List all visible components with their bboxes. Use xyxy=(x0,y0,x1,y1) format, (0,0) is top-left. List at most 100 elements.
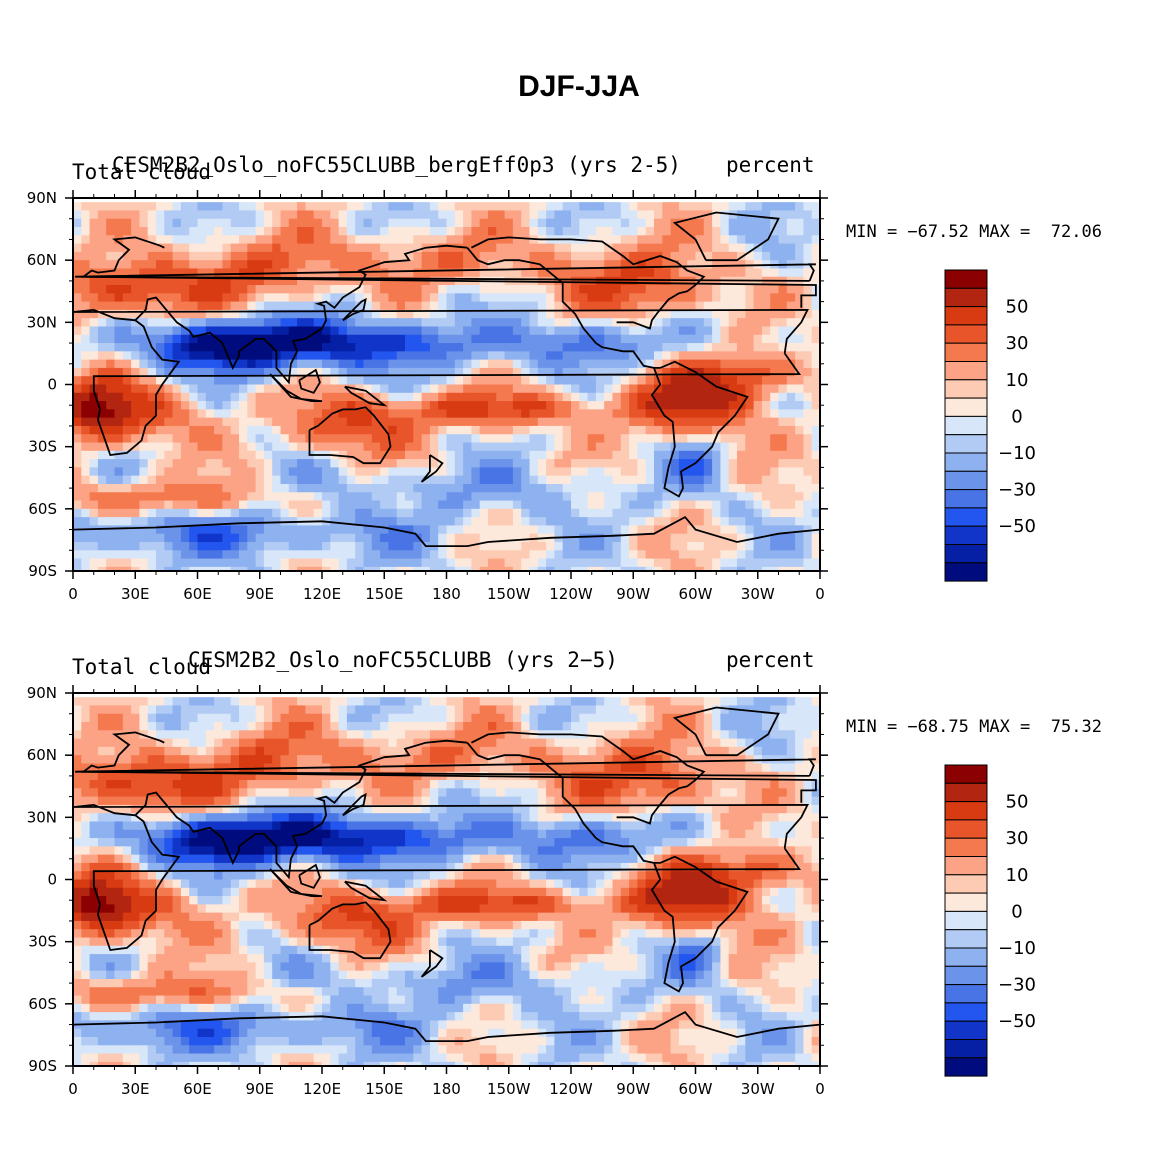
field-cell xyxy=(330,376,340,386)
field-cell xyxy=(156,326,165,336)
field-cell xyxy=(106,533,116,543)
field-cell xyxy=(313,467,323,477)
field-cell xyxy=(371,218,381,228)
field-cell xyxy=(753,467,763,477)
field-cell xyxy=(73,713,82,723)
field-cell xyxy=(180,376,190,386)
field-cell xyxy=(612,442,622,452)
field-cell xyxy=(463,508,472,518)
field-cell xyxy=(396,309,406,319)
field-cell xyxy=(546,401,555,410)
field-cell xyxy=(164,251,174,261)
field-cell xyxy=(413,293,423,303)
field-cell xyxy=(263,450,273,460)
field-cell xyxy=(255,705,265,715)
field-cell xyxy=(172,301,182,311)
field-cell xyxy=(687,459,697,468)
field-cell xyxy=(338,334,348,344)
field-cell xyxy=(512,202,522,212)
y-tick-label: 90S xyxy=(28,562,57,580)
field-cell xyxy=(678,285,688,294)
x-tick-label: 0 xyxy=(68,585,78,603)
field-cell xyxy=(488,738,497,748)
field-cell xyxy=(280,376,290,386)
field-cell xyxy=(280,475,290,485)
field-cell xyxy=(712,566,721,571)
field-cell xyxy=(156,525,165,535)
field-cell xyxy=(554,392,564,402)
field-cell xyxy=(322,417,331,427)
field-cell xyxy=(438,351,448,361)
field-cell xyxy=(396,334,406,344)
field-cell xyxy=(496,376,506,386)
field-cell xyxy=(405,500,414,510)
field-cell xyxy=(803,705,813,715)
field-cell xyxy=(122,417,132,427)
field-cell xyxy=(587,218,597,228)
field-cell xyxy=(471,318,481,328)
field-cell xyxy=(363,235,373,245)
field-cell xyxy=(156,533,165,543)
field-cell xyxy=(405,738,414,748)
field-cell xyxy=(786,442,796,452)
field-cell xyxy=(446,558,456,568)
field-cell xyxy=(172,500,182,510)
field-cell xyxy=(313,459,323,468)
field-cell xyxy=(737,738,746,748)
field-cell xyxy=(255,746,265,756)
field-cell xyxy=(604,384,614,394)
field-cell xyxy=(405,450,414,460)
field-cell xyxy=(139,318,149,328)
coastline xyxy=(466,247,661,369)
field-cell xyxy=(786,705,796,715)
field-cell xyxy=(463,251,472,261)
field-cell xyxy=(454,202,464,212)
field-cell xyxy=(429,235,439,245)
field-cell xyxy=(562,442,572,452)
field-cell xyxy=(446,713,456,723)
field-cell xyxy=(106,376,116,386)
field-cell xyxy=(654,334,663,344)
field-cell xyxy=(346,705,356,715)
field-cell xyxy=(263,359,273,369)
field-cell xyxy=(604,359,614,369)
field-cell xyxy=(396,260,406,270)
field-cell xyxy=(554,293,564,303)
field-cell xyxy=(446,384,456,394)
field-cell xyxy=(156,483,165,493)
field-cell xyxy=(579,227,589,236)
field-cell xyxy=(637,260,647,270)
field-cell xyxy=(396,459,406,468)
field-cell xyxy=(405,384,414,394)
field-cell xyxy=(172,475,182,485)
field-cell xyxy=(737,483,746,493)
field-cell xyxy=(189,227,199,236)
field-cell xyxy=(313,705,323,715)
field-cell xyxy=(728,401,738,410)
field-cell xyxy=(413,467,423,477)
field-cell xyxy=(172,738,182,748)
field-cell xyxy=(180,326,190,336)
field-cell xyxy=(471,697,481,707)
field-cell xyxy=(761,218,771,228)
field-cell xyxy=(172,401,182,410)
field-cell xyxy=(604,425,614,435)
field-cell xyxy=(89,276,99,286)
field-cell xyxy=(595,359,605,369)
field-cell xyxy=(488,301,497,311)
field-cell xyxy=(247,285,257,294)
field-cell xyxy=(695,450,705,460)
field-cell xyxy=(380,483,389,493)
field-cell xyxy=(305,293,315,303)
field-cell xyxy=(587,285,597,294)
field-cell xyxy=(114,326,124,336)
field-cell xyxy=(504,467,514,477)
field-cell xyxy=(346,434,356,444)
field-cell xyxy=(230,235,240,245)
field-cell xyxy=(703,738,713,748)
field-cell xyxy=(205,492,215,502)
field-cell xyxy=(720,755,730,765)
field-cell xyxy=(189,483,199,493)
field-cell xyxy=(521,450,531,460)
field-cell xyxy=(197,210,207,220)
